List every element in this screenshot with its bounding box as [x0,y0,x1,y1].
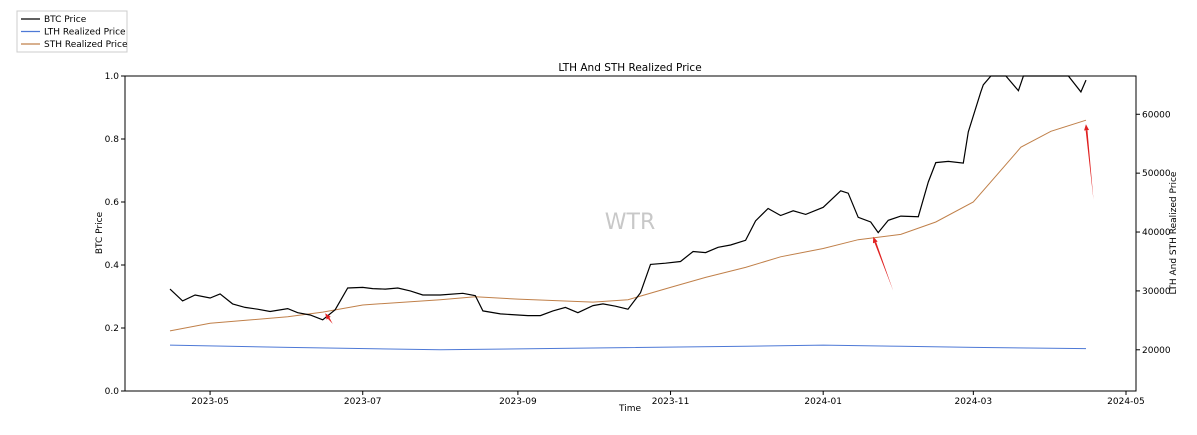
series-line-btc-price [169,75,1087,321]
x-tick-label-4: 2024-01 [804,397,842,407]
plot-frame [124,75,1137,392]
y-right-tick-label-3: 50000 [1142,169,1171,179]
x-tick-label-2: 2023-09 [499,397,537,407]
watermark: WTR [605,210,655,235]
x-tick-label-3: 2023-11 [652,397,690,407]
y-right-tick-label-2: 40000 [1142,228,1171,238]
series-line-lth-realized-price [169,344,1087,351]
y-left-tick-label-5: 1.0 [105,72,120,82]
y-left-tick-label-0: 0.0 [105,387,120,397]
x-tick-label-1: 2023-07 [344,397,382,407]
x-tick-label-0: 2023-05 [191,397,229,407]
y-right-tick-label-0: 20000 [1142,346,1171,356]
chart-title: LTH And STH Realized Price [558,62,701,74]
y-axis-right: 20000 30000 40000 50000 60000 [1136,110,1171,356]
annotations [325,124,1094,324]
y-axis-right-title: LTH And STH Realized Price [1169,171,1179,294]
y-left-tick-label-3: 0.6 [105,198,120,208]
annotation-arrow-0 [325,313,333,324]
y-axis-left: 0.0 0.2 0.4 0.6 0.8 1.0 [105,72,125,397]
y-left-tick-label-2: 0.4 [105,261,120,271]
y-right-tick-label-4: 60000 [1142,110,1171,120]
series-line-sth-realized-price [169,119,1087,332]
legend-label-sth: STH Realized Price [44,40,128,50]
y-axis-left-title: BTC Price [95,211,105,254]
y-right-tick-label-1: 30000 [1142,287,1171,297]
legend-label-btc: BTC Price [44,15,87,25]
series-layer [169,75,1087,351]
x-tick-label-5: 2024-03 [955,397,993,407]
annotation-arrow-1 [872,236,894,291]
legend-label-lth: LTH Realized Price [44,28,126,38]
legend: BTC Price LTH Realized Price STH Realize… [16,10,128,53]
y-left-tick-label-1: 0.2 [105,324,119,334]
x-tick-label-6: 2024-05 [1107,397,1145,407]
x-axis: 2023-05 2023-07 2023-09 2023-11 2024-01 2024-… [191,391,1145,407]
annotation-arrow-2 [1084,124,1094,200]
x-axis-title: Time [618,404,641,414]
y-left-tick-label-4: 0.8 [105,135,120,145]
